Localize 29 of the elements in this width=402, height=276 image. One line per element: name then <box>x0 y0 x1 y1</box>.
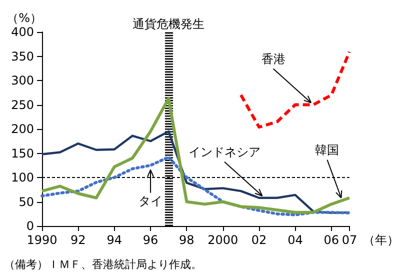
x-tick-label: 2000 <box>208 233 238 247</box>
y-tick-label: 150 <box>11 146 34 160</box>
y-tick-label: 300 <box>11 74 34 88</box>
annotation: 香港 <box>261 52 286 66</box>
x-tick-label: 06 <box>324 233 340 247</box>
x-tick-label: 02 <box>251 233 267 247</box>
y-tick-label: 0 <box>26 219 34 233</box>
line-series <box>40 96 351 214</box>
x-tick-label: 96 <box>142 233 158 247</box>
annotation: 韓国 <box>315 143 340 158</box>
x-tick-label: 92 <box>70 233 86 247</box>
x-axis-title: （年） <box>363 233 399 247</box>
x-tick-label: 98 <box>179 233 194 247</box>
text: （備考）ＩＭＦ、香港統計局より作成。 <box>4 258 202 271</box>
annotation: タイ <box>138 194 163 208</box>
y-axis-title: （%） <box>6 11 42 25</box>
x-tick-label: 07 <box>342 233 358 247</box>
x-tick-label: 1990 <box>26 233 58 247</box>
line-series <box>239 50 351 129</box>
x-tick-label: 04 <box>288 233 303 247</box>
y-tick-label: 250 <box>11 98 34 112</box>
annotation: インドネシア <box>188 145 260 160</box>
x-tick-label: 94 <box>106 233 122 247</box>
y-tick-label: 200 <box>11 122 34 136</box>
y-tick-label: 400 <box>11 25 34 39</box>
y-tick-label: 50 <box>18 194 34 209</box>
y-tick-label: 100 <box>11 170 34 184</box>
y-tick-label: 350 <box>11 49 34 64</box>
ref-line-label: 通貨危機発生 <box>132 17 205 31</box>
